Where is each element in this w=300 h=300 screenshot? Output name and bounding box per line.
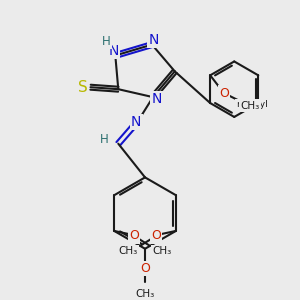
Text: H: H	[100, 133, 109, 146]
Text: N: N	[149, 33, 159, 46]
Text: O: O	[219, 87, 229, 100]
Text: O: O	[129, 230, 139, 242]
Text: S: S	[78, 80, 88, 95]
Text: N: N	[131, 115, 141, 129]
Text: CH₃: CH₃	[135, 289, 155, 299]
Text: O: O	[151, 230, 161, 242]
Text: N: N	[108, 44, 119, 58]
Text: O: O	[140, 262, 150, 275]
Text: methyl: methyl	[236, 100, 268, 109]
Text: CH₃: CH₃	[240, 101, 260, 111]
Text: N: N	[152, 92, 162, 106]
Text: CH₃: CH₃	[152, 246, 171, 256]
Text: CH₃: CH₃	[119, 246, 138, 256]
Text: H: H	[102, 35, 111, 48]
